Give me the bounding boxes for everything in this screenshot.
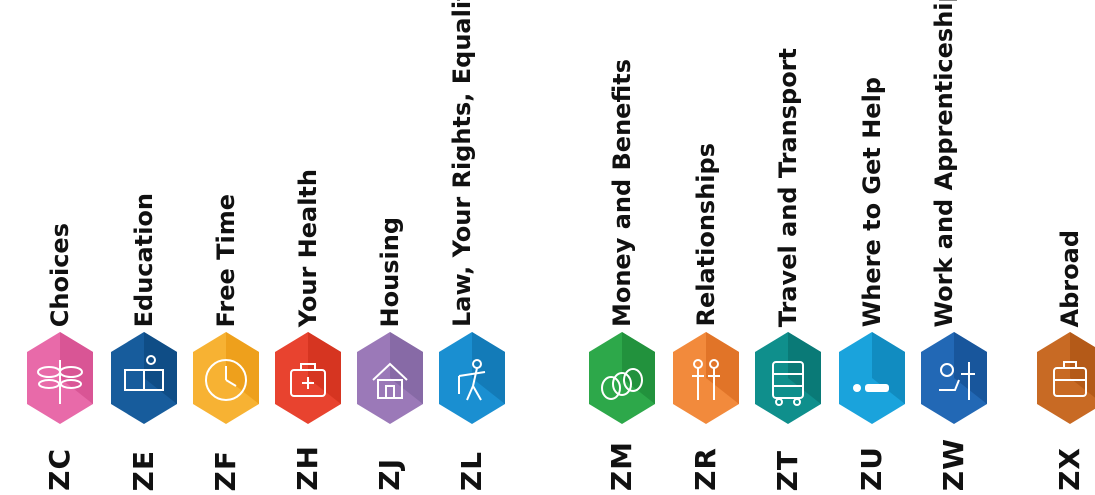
coins-icon: [589, 332, 655, 424]
person-lying-icon: [839, 332, 905, 424]
category-code: ZX: [1053, 447, 1086, 491]
category-code: ZR: [689, 447, 722, 491]
category-zc[interactable]: Choices ZC: [20, 0, 100, 495]
category-code: ZF: [209, 449, 242, 491]
category-zu[interactable]: Where to Get Help ZU: [832, 0, 912, 495]
category-title: Travel and Transport: [774, 47, 802, 327]
category-title: Work and Apprenticeships: [930, 0, 958, 327]
category-code: ZH: [291, 445, 324, 491]
category-code: ZW: [937, 437, 970, 491]
category-title: Housing: [376, 216, 404, 327]
category-code: ZJ: [373, 458, 406, 491]
category-zt[interactable]: Travel and Transport ZT: [748, 0, 828, 495]
category-title: Law, Your Rights, Equality and Citizensh…: [448, 0, 476, 327]
category-zm[interactable]: Money and Benefits ZM: [582, 0, 662, 495]
category-zf[interactable]: Free Time ZF: [186, 0, 266, 495]
category-title: Education: [130, 192, 158, 327]
category-code: ZM: [605, 440, 638, 491]
suitcase-icon: [1037, 332, 1095, 424]
category-zr[interactable]: Relationships ZR: [666, 0, 746, 495]
category-ze[interactable]: Education ZE: [104, 0, 184, 495]
bus-icon: [755, 332, 821, 424]
category-zx[interactable]: Abroad ZX: [1030, 0, 1095, 495]
first-aid-kit-icon: [275, 332, 341, 424]
dragonfly-icon: [27, 332, 93, 424]
category-title: Relationships: [692, 143, 720, 327]
category-code: ZL: [455, 450, 488, 491]
category-code: ZT: [771, 449, 804, 491]
category-title: Choices: [46, 222, 74, 327]
abc-book-icon: [111, 332, 177, 424]
house-icon: [357, 332, 423, 424]
people-icon: [673, 332, 739, 424]
category-zl[interactable]: Law, Your Rights, Equality and Citizensh…: [432, 0, 512, 495]
category-code: ZE: [127, 449, 160, 491]
category-title: Your Health: [294, 168, 322, 327]
category-title: Free Time: [212, 193, 240, 328]
category-zj[interactable]: Housing ZJ: [350, 0, 430, 495]
category-code: ZC: [43, 448, 76, 491]
category-zw[interactable]: Work and Apprenticeships ZW: [914, 0, 994, 495]
category-title: Money and Benefits: [608, 58, 636, 327]
category-zh[interactable]: Your Health ZH: [268, 0, 348, 495]
category-title: Where to Get Help: [858, 76, 886, 327]
category-code: ZU: [855, 445, 888, 491]
worker-icon: [921, 332, 987, 424]
category-title: Abroad: [1056, 229, 1084, 327]
clock-icon: [193, 332, 259, 424]
figure-icon: [439, 332, 505, 424]
